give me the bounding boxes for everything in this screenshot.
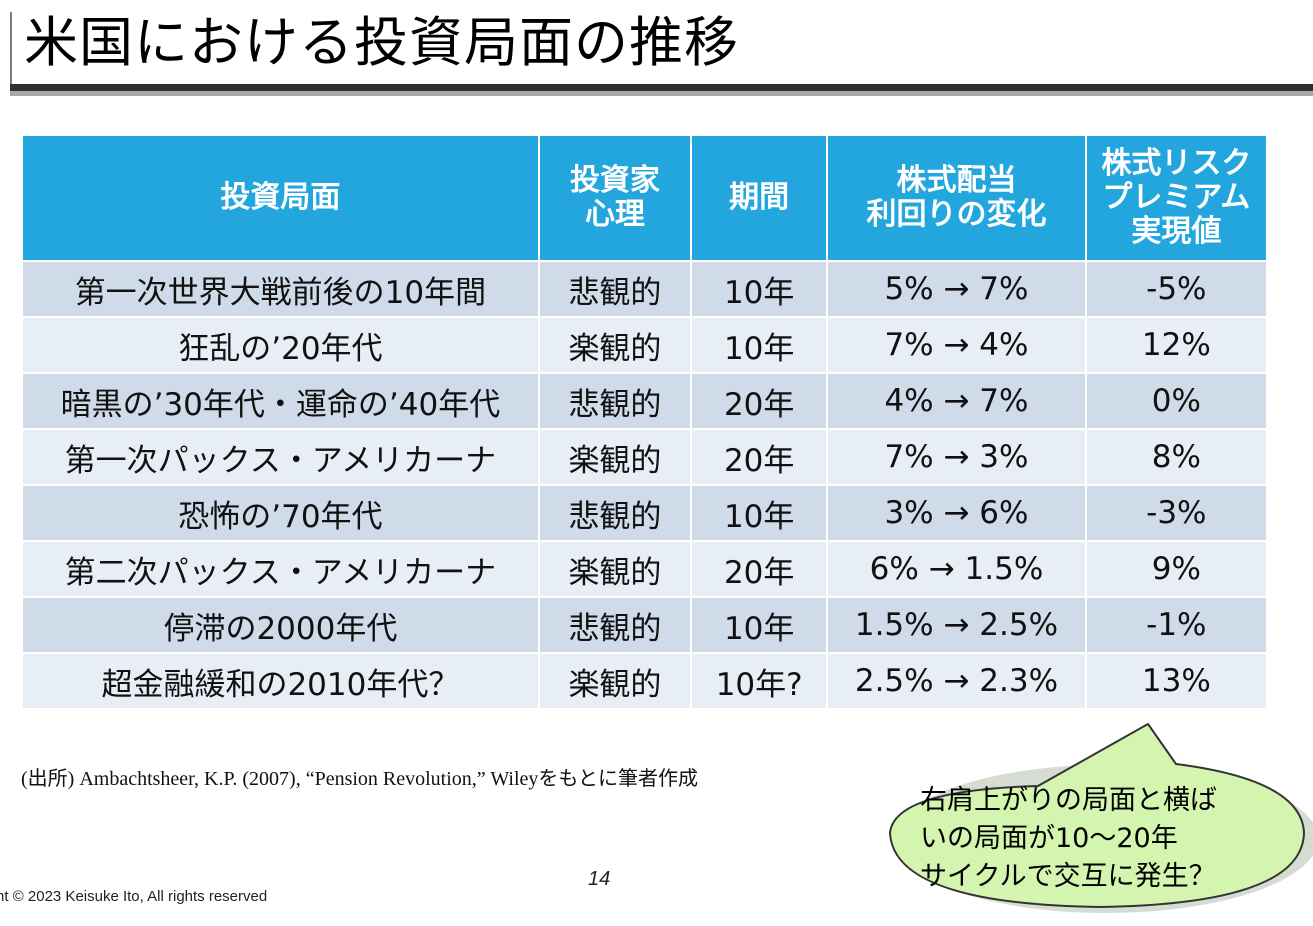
cell-psychology: 悲観的 (539, 598, 691, 652)
cell-premium: 12% (1086, 318, 1266, 372)
cell-psychology: 楽観的 (539, 654, 691, 708)
header-psychology: 投資家 心理 (539, 136, 691, 260)
table-row: 暗黒の’30年代・運命の’40年代 悲観的 20年 4% → 7% 0% (23, 374, 1266, 428)
cell-psychology: 楽観的 (539, 318, 691, 372)
table-row: 第一次パックス・アメリカーナ 楽観的 20年 7% → 3% 8% (23, 430, 1266, 484)
cell-period: 20年 (692, 542, 827, 596)
cell-period: 10年 (692, 262, 827, 316)
cell-premium: 13% (1086, 654, 1266, 708)
cell-yield-change: 1.5% → 2.5% (828, 598, 1085, 652)
cell-phase: 恐怖の’70年代 (23, 486, 538, 540)
cell-premium: 9% (1086, 542, 1266, 596)
table-header-row: 投資局面 投資家 心理 期間 株式配当 利回りの変化 株式リスク プレミアム 実現値 (23, 136, 1266, 260)
cell-premium: -5% (1086, 262, 1266, 316)
callout-text: 右肩上がりの局面と横ば いの局面が10～20年 サイクルで交互に発生？ (920, 782, 1260, 896)
title-underline (10, 84, 1313, 91)
table-row: 第二次パックス・アメリカーナ 楽観的 20年 6% → 1.5% 9% (23, 542, 1266, 596)
header-phase: 投資局面 (23, 136, 538, 260)
cell-period: 10年 (692, 598, 827, 652)
source-citation: (出所) Ambachtsheer, K.P. (2007), “Pension… (21, 768, 698, 790)
cell-psychology: 悲観的 (539, 262, 691, 316)
callout-line: サイクルで交互に発生？ (920, 861, 1216, 892)
cell-psychology: 悲観的 (539, 374, 691, 428)
table-row: 第一次世界大戦前後の10年間 悲観的 10年 5% → 7% -5% (23, 262, 1266, 316)
cell-period: 20年 (692, 374, 827, 428)
cell-yield-change: 6% → 1.5% (828, 542, 1085, 596)
cell-phase: 暗黒の’30年代・運命の’40年代 (23, 374, 538, 428)
cell-yield-change: 3% → 6% (828, 486, 1085, 540)
title-left-bar (10, 12, 12, 92)
header-yield-change: 株式配当 利回りの変化 (828, 136, 1085, 260)
investment-phase-table: 投資局面 投資家 心理 期間 株式配当 利回りの変化 株式リスク プレミアム 実現値 第… (21, 134, 1268, 710)
cell-yield-change: 4% → 7% (828, 374, 1085, 428)
cell-yield-change: 7% → 3% (828, 430, 1085, 484)
cell-premium: 0% (1086, 374, 1266, 428)
title-underline-shadow (10, 91, 1313, 96)
table-row: 超金融緩和の2010年代？ 楽観的 10年? 2.5% → 2.3% 13% (23, 654, 1266, 708)
cell-yield-change: 2.5% → 2.3% (828, 654, 1085, 708)
title-area: 米国における投資局面の推移 (0, 0, 1313, 100)
cell-period: 10年 (692, 486, 827, 540)
table-row: 停滞の2000年代 悲観的 10年 1.5% → 2.5% -1% (23, 598, 1266, 652)
cell-phase: 第一次世界大戦前後の10年間 (23, 262, 538, 316)
cell-phase: 狂乱の’20年代 (23, 318, 538, 372)
callout-line: いの局面が10～20年 (920, 823, 1178, 854)
page-number: 14 (588, 868, 611, 890)
table-row: 恐怖の’70年代 悲観的 10年 3% → 6% -3% (23, 486, 1266, 540)
cell-premium: -3% (1086, 486, 1266, 540)
cell-yield-change: 5% → 7% (828, 262, 1085, 316)
cell-period: 20年 (692, 430, 827, 484)
cell-psychology: 楽観的 (539, 430, 691, 484)
copyright-notice: nt © 2023 Keisuke Ito, All rights reserv… (0, 888, 268, 905)
cell-phase: 第一次パックス・アメリカーナ (23, 430, 538, 484)
cell-phase: 超金融緩和の2010年代？ (23, 654, 538, 708)
cell-period: 10年? (692, 654, 827, 708)
cell-psychology: 楽観的 (539, 542, 691, 596)
cell-yield-change: 7% → 4% (828, 318, 1085, 372)
cell-period: 10年 (692, 318, 827, 372)
cell-premium: 8% (1086, 430, 1266, 484)
cell-phase: 停滞の2000年代 (23, 598, 538, 652)
table-row: 狂乱の’20年代 楽観的 10年 7% → 4% 12% (23, 318, 1266, 372)
header-period: 期間 (692, 136, 827, 260)
cell-phase: 第二次パックス・アメリカーナ (23, 542, 538, 596)
header-risk-premium: 株式リスク プレミアム 実現値 (1086, 136, 1266, 260)
callout-line: 右肩上がりの局面と横ば (920, 785, 1217, 816)
cell-psychology: 悲観的 (539, 486, 691, 540)
page-title: 米国における投資局面の推移 (24, 11, 739, 74)
cell-premium: -1% (1086, 598, 1266, 652)
